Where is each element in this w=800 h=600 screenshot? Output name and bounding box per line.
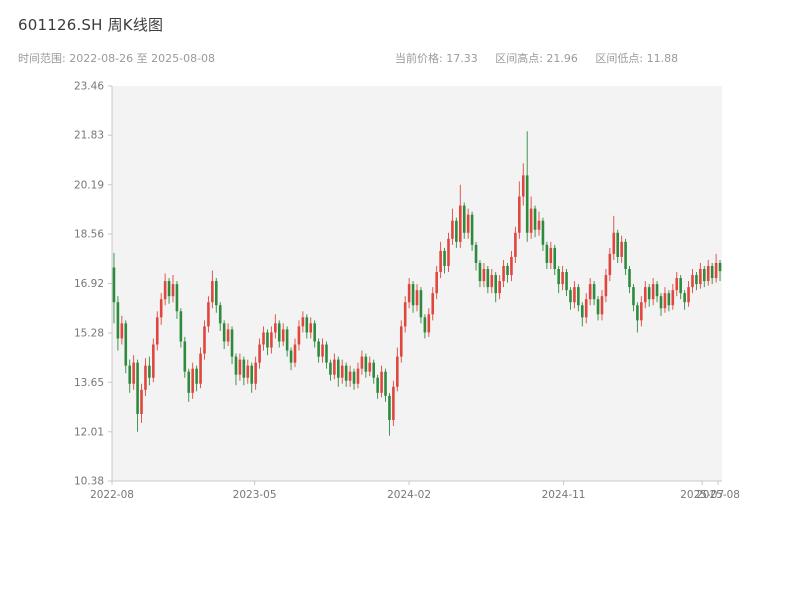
svg-text:2023-05: 2023-05 bbox=[233, 489, 277, 501]
svg-text:16.92: 16.92 bbox=[74, 278, 104, 290]
range-high-label: 区间高点: 21.96 bbox=[495, 52, 578, 65]
price-stats: 当前价格: 17.33 区间高点: 21.96 区间低点: 11.88 bbox=[395, 50, 692, 66]
svg-text:18.56: 18.56 bbox=[74, 228, 104, 240]
svg-text:2024-11: 2024-11 bbox=[542, 489, 586, 501]
svg-text:10.38: 10.38 bbox=[74, 476, 104, 488]
time-range-label: 时间范围: 2022-08-26 至 2025-08-08 bbox=[18, 52, 216, 65]
svg-text:12.01: 12.01 bbox=[74, 426, 104, 438]
svg-text:15.28: 15.28 bbox=[74, 328, 104, 340]
current-price-label: 当前价格: 17.33 bbox=[395, 52, 478, 65]
svg-text:13.65: 13.65 bbox=[74, 377, 104, 389]
svg-text:23.46: 23.46 bbox=[74, 81, 104, 93]
svg-text:2025-08: 2025-08 bbox=[696, 489, 740, 501]
svg-text:2024-02: 2024-02 bbox=[387, 489, 431, 501]
svg-text:21.83: 21.83 bbox=[74, 130, 104, 142]
svg-text:20.19: 20.19 bbox=[74, 179, 104, 191]
kline-chart: 10.38 12.01 13.65 15.28 16.92 18.56 20.19 21.83… bbox=[74, 81, 740, 502]
svg-text:2022-08: 2022-08 bbox=[90, 489, 134, 501]
range-low-label: 区间低点: 11.88 bbox=[595, 52, 679, 65]
chart-title: 601126.SH 周K线图 bbox=[18, 16, 164, 34]
svg-text:2025-07: 2025-07 bbox=[680, 489, 724, 501]
